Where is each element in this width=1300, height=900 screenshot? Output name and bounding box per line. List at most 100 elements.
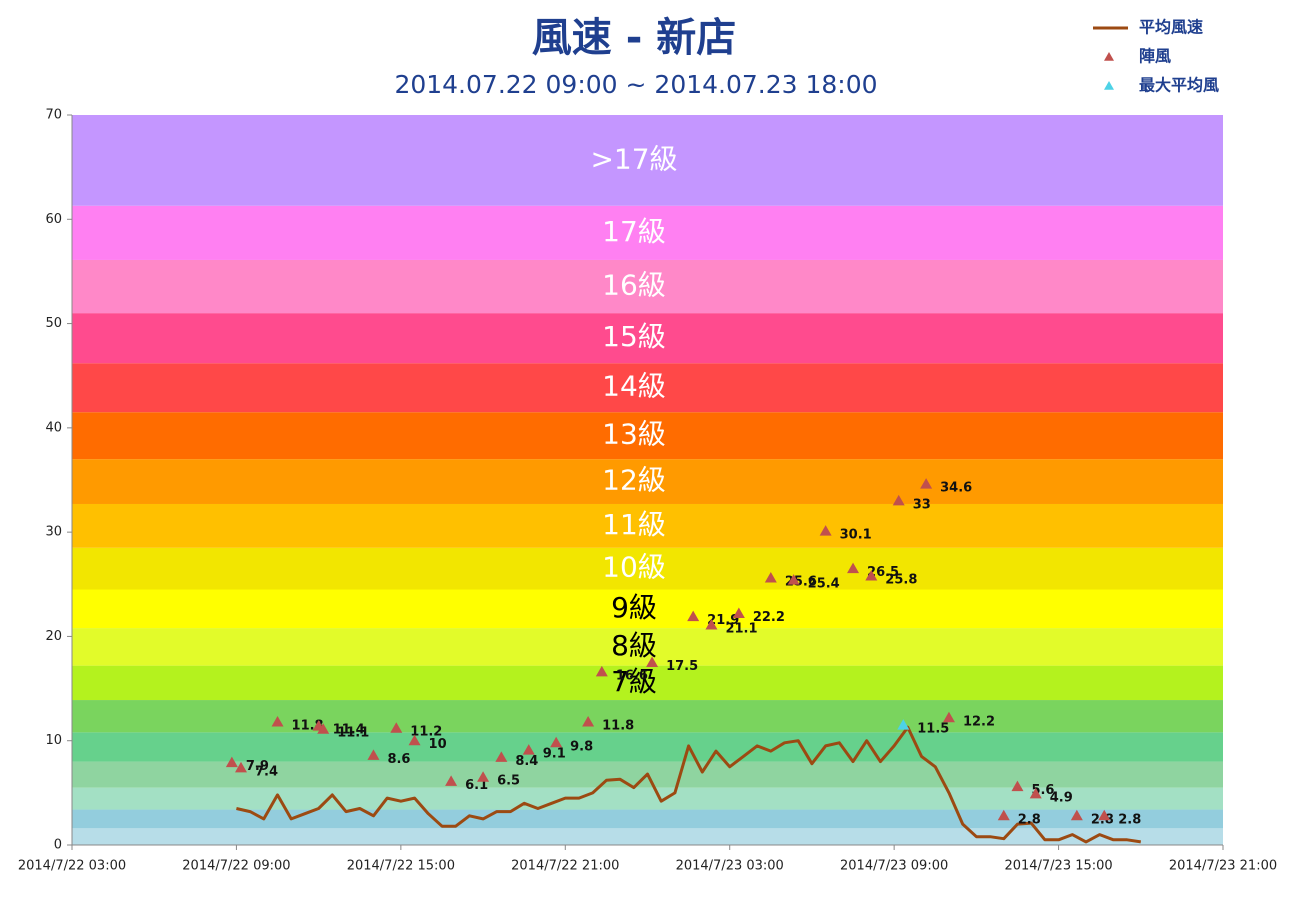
level-band (72, 459, 1223, 504)
gust-marker (1029, 787, 1042, 799)
gust-marker (687, 610, 700, 622)
x-tick-label: 2014/7/23 21:00 (1169, 859, 1277, 874)
x-tick-label: 2014/7/23 09:00 (840, 859, 948, 874)
data-label: 7.9 (246, 759, 269, 774)
gust-marker (764, 572, 777, 583)
level-label: 11級 (602, 508, 666, 541)
level-band (72, 547, 1223, 590)
data-label: 12.2 (963, 714, 995, 729)
chart-title: 風速 - 新店 (532, 15, 736, 61)
gust-marker (1070, 809, 1083, 821)
level-label: 10級 (602, 551, 666, 584)
gust-marker (367, 749, 380, 760)
data-label: 11.4 (333, 723, 365, 738)
legend-swatch (1104, 52, 1114, 61)
level-band (72, 665, 1223, 701)
data-label: 34.6 (940, 481, 972, 496)
gust-marker (865, 569, 878, 581)
gust-marker (317, 723, 330, 734)
gust-marker (920, 478, 933, 489)
gust-marker (787, 574, 800, 585)
gust-marker (582, 715, 595, 727)
x-tick-label: 2014/7/22 03:00 (18, 859, 126, 874)
level-label: 12級 (602, 464, 666, 497)
level-band (72, 503, 1223, 548)
level-label: 14級 (602, 370, 666, 403)
data-label: 10 (429, 737, 447, 752)
level-label: 13級 (602, 418, 666, 451)
x-tick-label: 2014/7/23 03:00 (676, 859, 784, 874)
level-band (72, 363, 1223, 413)
gust-marker (732, 607, 745, 618)
data-label: 33 (913, 497, 931, 512)
gust-marker (271, 715, 284, 727)
data-label: 25.8 (885, 572, 917, 587)
gust-marker (445, 775, 458, 786)
gust-marker (1098, 809, 1111, 821)
gust-marker (408, 734, 421, 746)
x-tick-label: 2014/7/22 09:00 (182, 859, 290, 874)
level-band (72, 828, 1223, 845)
level-label: 9級 (611, 591, 657, 624)
data-label: 22.2 (753, 610, 785, 625)
legend-swatch (1104, 81, 1114, 90)
level-band (72, 809, 1223, 829)
level-band (72, 313, 1223, 364)
level-band (72, 732, 1223, 762)
mean-wind-line (236, 725, 1142, 844)
y-tick-label: 30 (45, 525, 62, 540)
gust-marker (997, 809, 1010, 821)
legend-label: 平均風速 (1139, 18, 1203, 37)
gust-marker (847, 562, 860, 574)
data-label: 6.5 (497, 774, 520, 789)
data-label: 11.5 (917, 722, 949, 737)
data-label: 26.5 (867, 565, 899, 580)
x-tick-label: 2014/7/23 15:00 (1004, 859, 1112, 874)
data-label: 11.8 (602, 718, 634, 733)
gust-marker (892, 494, 905, 506)
y-tick-label: 60 (45, 212, 62, 227)
y-tick-label: 70 (45, 108, 62, 123)
gust-marker (942, 711, 955, 723)
data-label: 11.2 (410, 725, 442, 740)
level-band (72, 628, 1223, 666)
data-label: 9.1 (543, 747, 566, 762)
data-label: 30.1 (840, 528, 872, 543)
level-band (72, 700, 1223, 733)
data-label: 11.1 (337, 726, 369, 741)
y-tick-label: 40 (45, 420, 62, 435)
data-label: 17.5 (666, 659, 698, 674)
data-label: 2.8 (1118, 812, 1141, 827)
level-label: >17級 (590, 142, 677, 175)
level-band (72, 205, 1223, 260)
level-label: 8級 (611, 629, 657, 662)
level-band (72, 589, 1223, 629)
level-band (72, 787, 1223, 810)
data-label: 2.8 (1018, 812, 1041, 827)
data-label: 7.4 (255, 764, 278, 779)
x-tick-label: 2014/7/22 15:00 (347, 859, 455, 874)
gust-marker (550, 736, 563, 748)
level-label: 7級 (611, 665, 657, 698)
data-label: 21.1 (725, 621, 757, 636)
x-tick-label: 2014/7/22 21:00 (511, 859, 619, 874)
legend-label: 陣風 (1139, 47, 1171, 66)
data-label: 8.6 (387, 752, 410, 767)
gust-marker (897, 719, 910, 730)
gust-marker (477, 771, 490, 782)
y-tick-label: 20 (45, 629, 62, 644)
gust-marker (225, 756, 238, 768)
level-label: 15級 (602, 320, 666, 353)
data-label: 25.4 (808, 577, 840, 592)
gust-marker (819, 525, 832, 536)
level-label: 17級 (602, 215, 666, 248)
gust-marker (1011, 780, 1024, 792)
legend-label: 最大平均風 (1139, 76, 1219, 95)
chart-subtitle: 2014.07.22 09:00 ~ 2014.07.23 18:00 (394, 70, 877, 99)
y-tick-label: 10 (45, 733, 62, 748)
y-tick-label: 50 (45, 316, 62, 331)
level-band (72, 259, 1223, 314)
gust-marker (234, 761, 247, 773)
gust-marker (522, 744, 535, 755)
